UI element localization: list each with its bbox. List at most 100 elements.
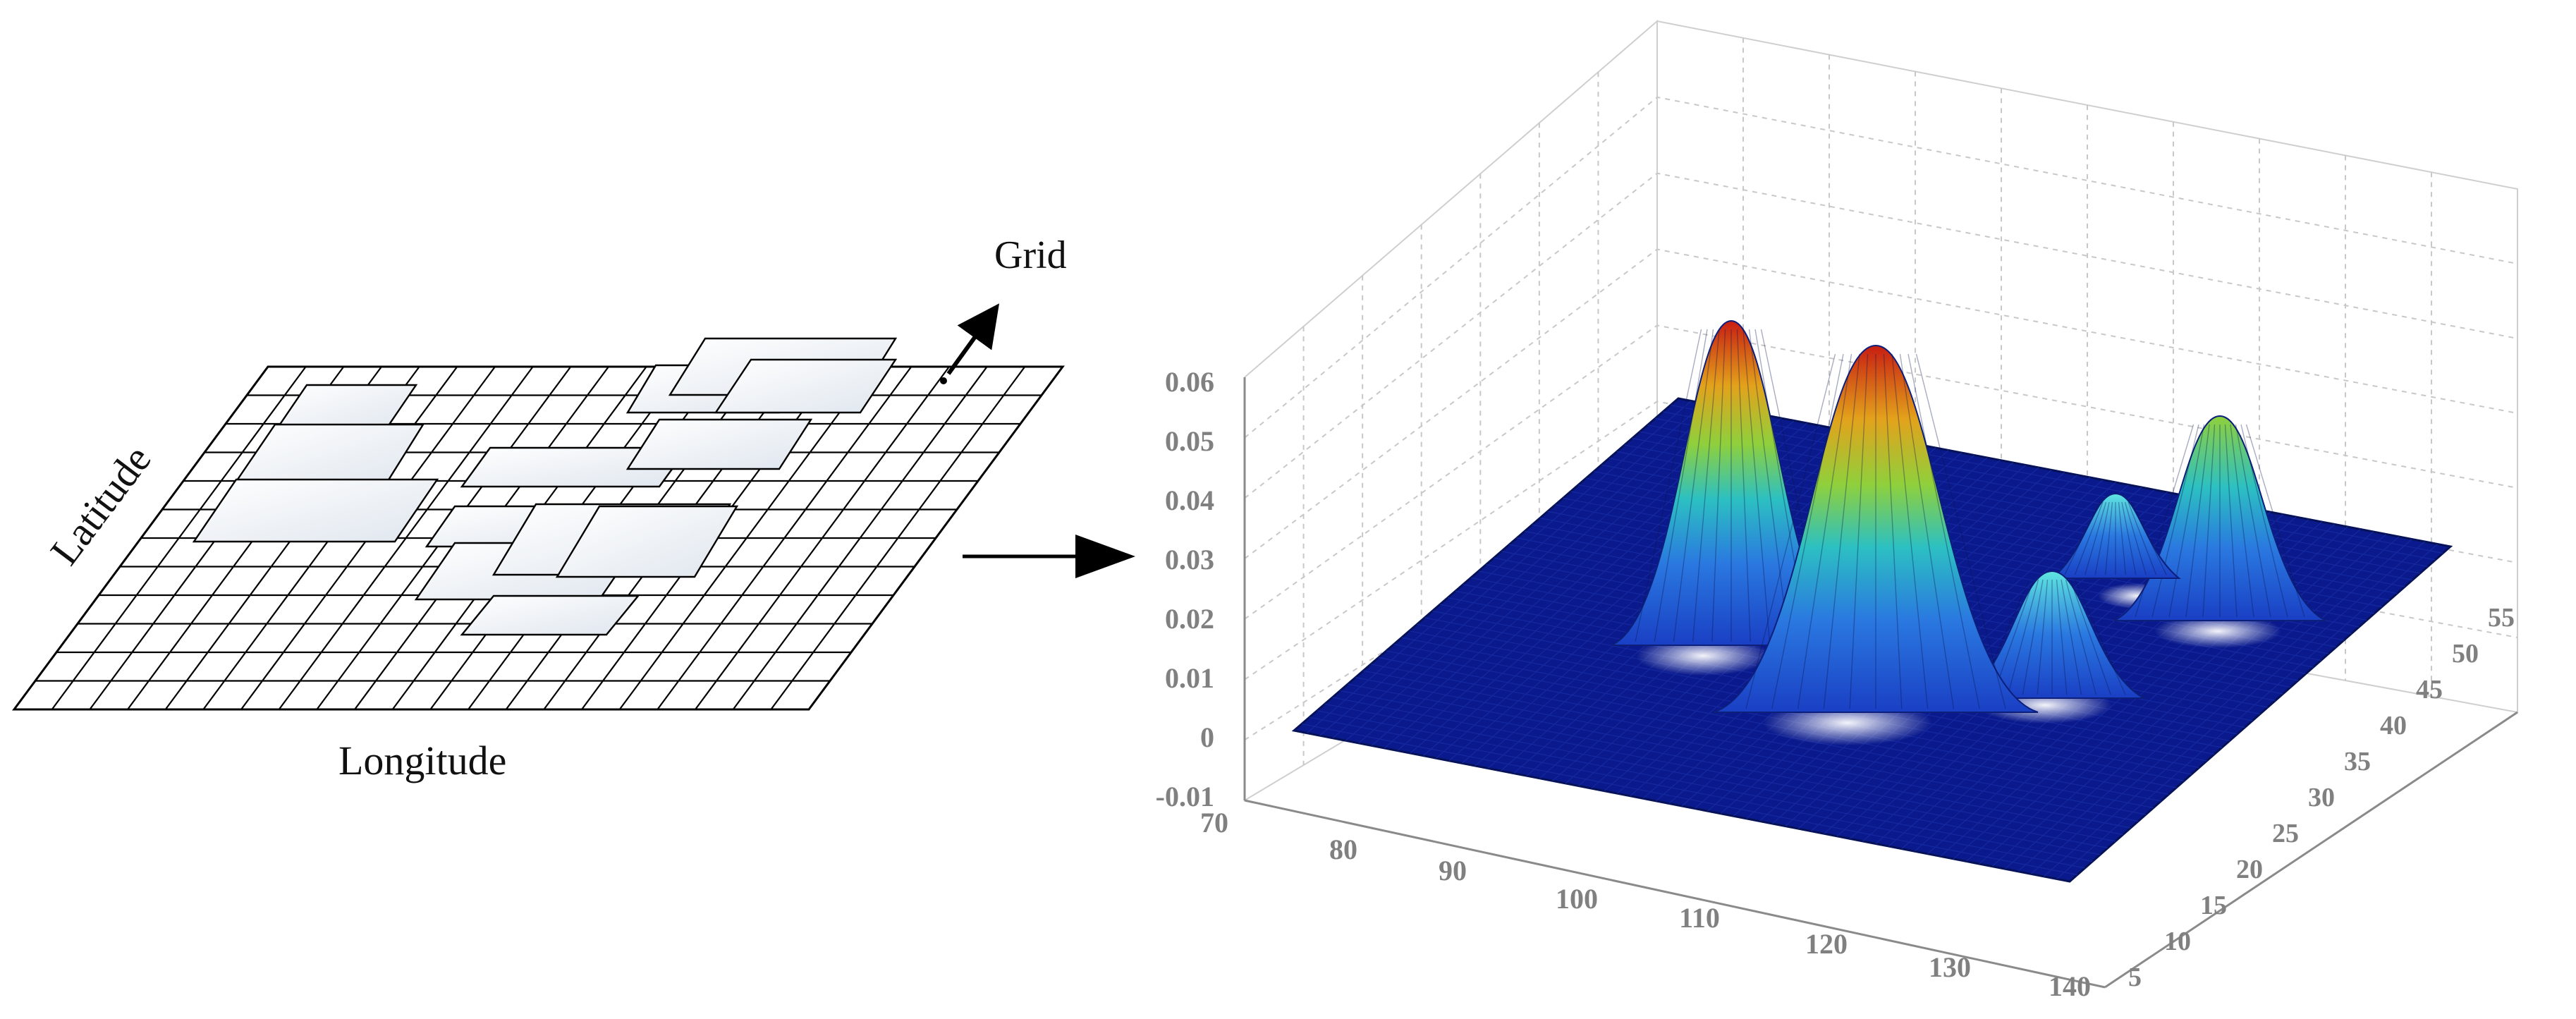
peak-mesh-line: [2121, 501, 2137, 575]
z-tick-label: 0.06: [1165, 366, 1214, 398]
peak-mesh-line: [2074, 501, 2104, 575]
x-tick-label: 140: [2049, 970, 2091, 1002]
peak-mesh-line: [2235, 424, 2271, 618]
mesh-line: [1332, 697, 2108, 849]
peak-mesh-line: [1654, 329, 1708, 642]
grid-cell-highlight: [192, 478, 439, 543]
peak-mesh-line: [2056, 579, 2068, 695]
grid-diagram: Grid Latitude Longitude: [12, 233, 1067, 783]
axes: [1243, 377, 2518, 989]
peak-mesh-line: [2124, 501, 2147, 575]
y-tick-label: 55: [2488, 603, 2515, 633]
mesh-line: [1370, 664, 2147, 815]
peak-mesh-line: [2061, 579, 2082, 695]
peak-mesh-line: [2094, 501, 2110, 575]
grid-cell-highlight: [625, 418, 813, 470]
peak-mesh-line: [2128, 501, 2157, 575]
peak-mesh-line: [1891, 353, 1929, 709]
peak-mesh-line: [2022, 579, 2044, 695]
peak-mesh-line: [2037, 579, 2049, 695]
surface-peak: [1958, 570, 2147, 699]
peak-mesh-line: [2007, 579, 2039, 695]
peak-mesh-line: [1635, 329, 1702, 642]
peak-mesh-line: [2070, 579, 2111, 695]
mesh-line: [1348, 683, 2123, 836]
z-tick-label: 0.03: [1165, 544, 1214, 575]
peak-mesh-line: [1673, 329, 1714, 642]
peak-mesh-line: [1771, 353, 1844, 709]
peak-mesh-line: [1797, 353, 1852, 709]
z-tick-label: 0.05: [1165, 425, 1214, 457]
z-axis-ticks: 0.06 0.05 0.04 0.03 0.02 0.01 0 -0.01: [1156, 366, 1214, 812]
peak-mesh-line: [2202, 424, 2216, 618]
peak-mesh-line: [1907, 353, 1980, 709]
peak-mesh-line: [1899, 353, 1955, 709]
x-axis-ticks: 70 80 90 100 110 120 130 140: [1200, 807, 2091, 1002]
peak-mesh-line: [2185, 424, 2210, 618]
peak-mesh-line: [1711, 329, 1726, 642]
peak-mesh-line: [2245, 424, 2305, 618]
grid-cell-highlight: [555, 505, 739, 578]
peak-mesh-line: [2065, 579, 2097, 695]
mesh-line: [1378, 657, 2154, 809]
peak-mesh-line: [1736, 329, 1751, 642]
peak-mesh-line: [2240, 424, 2288, 618]
mesh-line: [1324, 703, 2101, 855]
peak-mesh-line: [1692, 329, 1720, 642]
y-tick-label: 20: [2236, 855, 2263, 884]
peak-mesh-line: [2151, 424, 2199, 618]
peak-mesh-line: [1993, 579, 2034, 695]
x-tick-label: 120: [1805, 928, 1848, 960]
peak-mesh-line: [1849, 353, 1869, 709]
mesh-line: [1362, 670, 2139, 822]
grid-label: Grid: [994, 233, 1067, 277]
surface-peak: [1713, 344, 2039, 713]
mesh-line: [1655, 417, 2428, 568]
peak-mesh-line: [1742, 329, 1771, 642]
longitude-label: Longitude: [338, 738, 506, 783]
mesh-line: [1340, 690, 2116, 842]
peak-mesh-line: [1748, 329, 1790, 642]
x-tick-label: 80: [1329, 834, 1357, 865]
y-tick-label: 25: [2272, 819, 2299, 848]
mesh-line: [1309, 716, 2085, 869]
x-tick-label: 130: [1929, 951, 1971, 983]
grid-cell-highlight: [460, 594, 640, 636]
peak-mesh-line: [2118, 501, 2127, 575]
wall-gridline: [1244, 172, 2518, 499]
peak-mesh-line: [1915, 353, 2006, 709]
peak-mesh-line: [2230, 424, 2254, 618]
transition-arrow: [963, 535, 1135, 578]
highlighted-cells: [192, 337, 898, 636]
surface-plot: 0.060.050.040.030.020.010-0.01 708090100…: [1156, 19, 2518, 1002]
peak-mesh-line: [1823, 353, 1860, 709]
y-tick-label: 5: [2128, 963, 2142, 992]
surface-peak: [2050, 492, 2181, 579]
y-tick-label: 50: [2452, 639, 2479, 669]
peak-mesh-line: [2104, 501, 2113, 575]
y-tick-label: 45: [2416, 675, 2443, 704]
y-tick-label: 35: [2344, 747, 2371, 776]
mesh-line: [1663, 411, 2436, 561]
x-tick-label: 90: [1439, 855, 1467, 886]
y-tick-label: 15: [2200, 891, 2227, 920]
grid-pointer-arrow: [946, 303, 1000, 375]
wall-gridline: [1244, 248, 2518, 559]
peak-mesh-line: [2084, 501, 2107, 575]
mesh-line: [1301, 723, 2077, 876]
z-tick-label: 0.04: [1165, 484, 1214, 516]
peak-mesh-line: [2074, 579, 2126, 695]
peak-mesh-line: [2064, 501, 2101, 575]
surface-peaks: [1611, 319, 2326, 713]
peak-mesh-line: [2168, 424, 2205, 618]
x-tick-label: 100: [1556, 883, 1598, 915]
peak-mesh-line: [2135, 424, 2195, 618]
x-tick-label: 70: [1200, 807, 1228, 838]
y-tick-label: 10: [2164, 927, 2191, 956]
z-tick-label: 0.01: [1165, 662, 1214, 694]
peak-mesh-line: [2224, 424, 2238, 618]
peak-mesh-line: [2130, 501, 2167, 575]
wall-gridline: [1244, 96, 2518, 439]
peak-mesh-line: [1745, 353, 1836, 709]
